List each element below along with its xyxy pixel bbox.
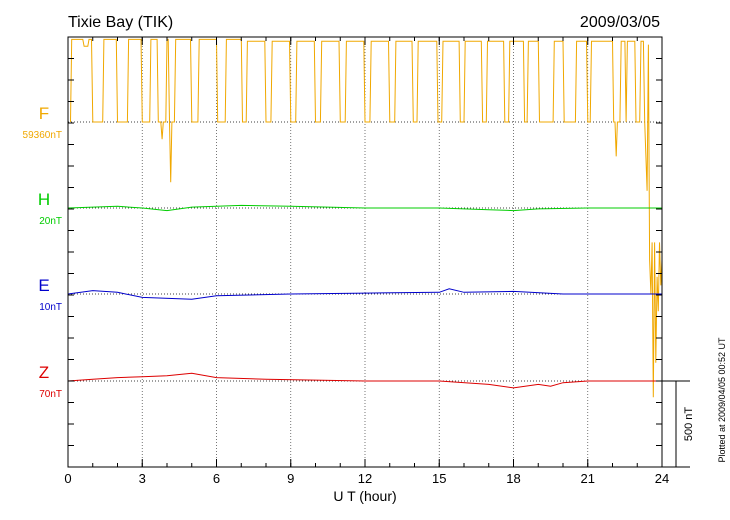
series-offset-f: 59360nT — [23, 130, 62, 141]
series-line-e — [67, 288, 662, 300]
x-tick-label: 24 — [655, 471, 669, 486]
series-offset-e: 10nT — [39, 302, 62, 313]
series-line-z — [67, 372, 662, 389]
x-tick-label: 9 — [287, 471, 294, 486]
series-name-z: Z — [39, 363, 49, 382]
chart-date: 2009/03/05 — [580, 14, 660, 31]
series-name-f: F — [39, 104, 49, 123]
series-name-h: H — [38, 190, 50, 209]
x-tick-label: 21 — [581, 471, 595, 486]
series-offset-z: 70nT — [39, 389, 62, 400]
series-line-h — [67, 204, 662, 212]
x-tick-label: 15 — [432, 471, 446, 486]
x-tick-label: 6 — [213, 471, 220, 486]
series-line-f — [70, 38, 663, 398]
series-labels: F 59360nT H 20nT E 10nT Z 70nT — [23, 104, 62, 400]
x-tick-label: 18 — [506, 471, 520, 486]
chart-title: Tixie Bay (TIK) — [68, 14, 173, 31]
scale-bar-label: 500 nT — [683, 407, 695, 442]
series-layer — [67, 38, 663, 398]
series-offset-h: 20nT — [39, 216, 62, 227]
series-name-e: E — [38, 276, 49, 295]
tick-layer: 0 3 6 9 12 15 18 21 24 — [64, 37, 669, 486]
x-axis-label: U T (hour) — [333, 488, 396, 504]
x-tick-label: 12 — [358, 471, 372, 486]
x-tick-label: 0 — [64, 471, 71, 486]
x-tick-label: 3 — [139, 471, 146, 486]
plotted-note: Plotted at 2009/04/05 00:52 UT — [717, 337, 727, 463]
scale-bar: 500 nT — [662, 380, 695, 468]
